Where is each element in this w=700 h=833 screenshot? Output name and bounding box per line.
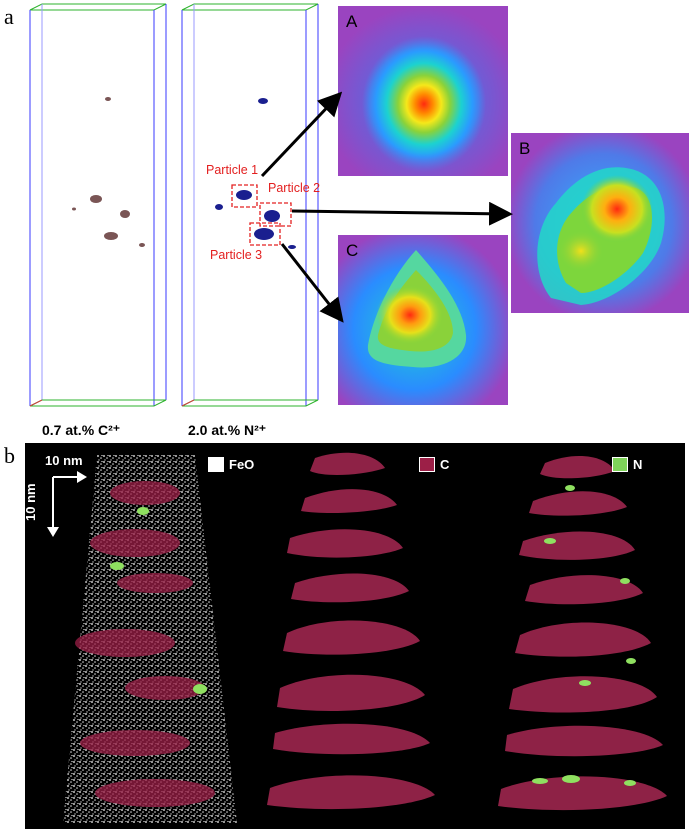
panel-letter-b: b	[4, 443, 15, 468]
scale-vertical-label: 10 nm	[25, 483, 38, 521]
c-cluster	[104, 232, 118, 240]
heatmap-b-label: B	[519, 139, 531, 158]
heatmap-c-label: C	[346, 241, 359, 260]
particle-2-cluster	[264, 210, 280, 222]
particle-3-label: Particle 3	[210, 248, 263, 262]
atom-probe-box-carbon	[29, 3, 167, 407]
n-cluster	[288, 245, 296, 249]
arrows-layer	[260, 91, 513, 323]
legend-n-swatch	[612, 457, 628, 472]
particle-3-box	[249, 222, 281, 246]
c-cluster	[120, 210, 130, 218]
legend-feo-label: FeO	[229, 457, 255, 472]
arrow-to-a	[260, 91, 343, 178]
legend-feo-swatch	[208, 457, 224, 472]
particle-1-label: Particle 1	[206, 163, 259, 177]
heatmap-a: A	[338, 6, 508, 176]
carbon-reconstruction	[267, 452, 435, 810]
c-cluster	[139, 243, 145, 247]
n-cluster	[215, 204, 223, 210]
c-cluster	[105, 97, 111, 101]
legend-c: C	[419, 457, 449, 472]
caption-nitrogen: 2.0 at.% N²⁺	[188, 422, 267, 438]
scale-horizontal-label: 10 nm	[45, 453, 83, 468]
heatmap-c: C	[338, 235, 508, 405]
particle-1-cluster	[236, 190, 252, 200]
panel-letter-a: a	[4, 4, 14, 29]
atom-probe-box-nitrogen	[181, 3, 319, 407]
particle-3-cluster	[254, 228, 274, 240]
arrow-to-c	[280, 243, 344, 323]
scale-bar	[47, 471, 87, 537]
legend-c-swatch	[419, 457, 435, 472]
particle-2-label: Particle 2	[268, 181, 321, 195]
caption-carbon: 0.7 at.% C²⁺	[42, 422, 121, 438]
legend-feo: FeO	[208, 457, 254, 472]
nitrogen-reconstruction	[498, 456, 667, 811]
legend-c-label: C	[440, 457, 450, 472]
arrow-to-b	[291, 201, 513, 226]
heatmap-a-label: A	[346, 12, 358, 31]
c-cluster	[72, 207, 76, 211]
reconstruction-panel: 10 nm 10 nm FeO C N	[25, 443, 685, 829]
c-cluster	[90, 195, 102, 203]
heatmap-b: B	[511, 133, 689, 313]
legend-n: N	[612, 457, 642, 472]
particle-1-box	[231, 184, 258, 208]
n-cluster	[258, 98, 268, 104]
legend-n-label: N	[633, 457, 643, 472]
particle-2-box	[259, 202, 292, 227]
reconstruction-image	[63, 452, 667, 823]
